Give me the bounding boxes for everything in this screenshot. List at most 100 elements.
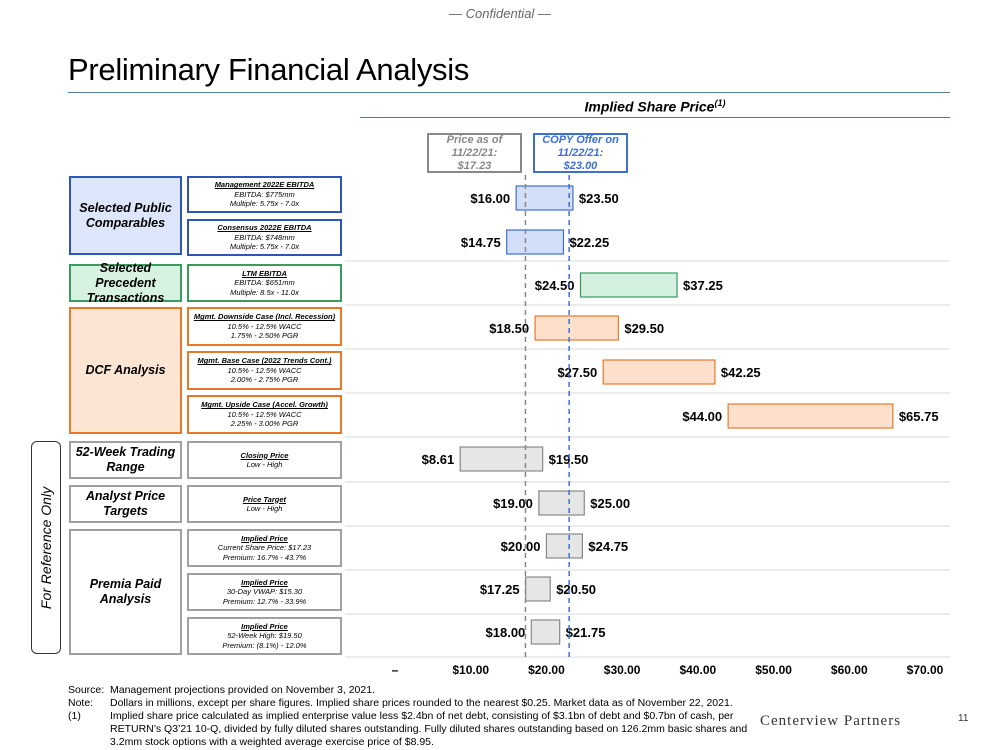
range-low-label: $44.00 — [682, 409, 722, 424]
range-high-label: $21.75 — [566, 625, 606, 640]
method-box: Mgmt. Base Case (2022 Trends Cont.) 10.5… — [187, 351, 342, 390]
x-tick-label: $60.00 — [831, 663, 868, 677]
chart-title-footnote: (1) — [714, 98, 726, 108]
x-tick-label: $30.00 — [604, 663, 641, 677]
current-price-line1: Price as of — [446, 133, 503, 146]
method-box: Implied Price 52-Week High: $19.50 Premi… — [187, 617, 342, 655]
method-title: Implied Price — [241, 621, 288, 631]
method-title: Implied Price — [241, 577, 288, 587]
price-chart: $16.00 $23.50 $14.75 $22.25 $24.50 $37.25 $18.… — [345, 175, 950, 677]
method-title: Price Target — [242, 494, 287, 504]
note-note: Note: Dollars in millions, except per sha… — [68, 697, 758, 710]
method-box: Consensus 2022E EBITDA EBITDA: $748mm Mu… — [187, 219, 342, 256]
method-line2: Premium: (8.1%) - 12.0% — [222, 640, 307, 650]
footnotes: Source: Management projections provided o… — [68, 684, 758, 749]
method-line1: 52-Week High: $19.50 — [227, 631, 302, 641]
method-line1: Low - High — [246, 504, 283, 513]
range-bar — [525, 576, 551, 602]
range-bar — [515, 185, 574, 211]
range-high-label: $20.50 — [556, 582, 596, 597]
range-low-label: $24.50 — [535, 278, 575, 293]
category-52-week-trading-range: 52-Week Trading Range — [69, 441, 182, 479]
current-price-line2: 11/22/21: — [451, 146, 498, 159]
x-tick-label: – — [392, 663, 399, 677]
method-line1: 10.5% - 12.5% WACC — [227, 409, 302, 419]
method-box: Closing Price Low - High — [187, 441, 342, 479]
method-box: Mgmt. Upside Case (Accel. Growth) 10.5% … — [187, 395, 342, 434]
method-box: Management 2022E EBITDA EBITDA: $775mm M… — [187, 176, 342, 213]
offer-price-box: COPY Offer on 11/22/21: $23.00 — [533, 133, 628, 173]
method-line2: Multiple: 5.75x - 7.0x — [229, 242, 300, 252]
method-title: LTM EBITDA — [242, 268, 287, 278]
title-rule — [68, 92, 950, 93]
x-tick-label: $50.00 — [755, 663, 792, 677]
chart-title: Implied Share Price(1) — [360, 98, 950, 115]
range-low-label: $17.25 — [480, 582, 520, 597]
method-line2: Premium: 16.7% - 43.7% — [222, 552, 307, 562]
note-key: Note: — [68, 697, 94, 709]
range-bar — [545, 533, 583, 559]
method-line2: 2.00% - 2.75% PGR — [230, 375, 299, 385]
method-title: Management 2022E EBITDA — [214, 180, 315, 190]
method-title: Consensus 2022E EBITDA — [217, 223, 312, 233]
chart-title-rule — [360, 117, 950, 118]
page-title: Preliminary Financial Analysis — [68, 52, 470, 87]
current-price-line3: $17.23 — [457, 159, 492, 172]
method-line2: Multiple: 8.5x - 11.0x — [230, 287, 299, 297]
range-bar — [579, 272, 678, 298]
note-key: Source: — [68, 684, 105, 696]
chart-title-text: Implied Share Price — [584, 98, 715, 115]
x-tick-label: $70.00 — [907, 663, 944, 677]
method-title: Mgmt. Downside Case (Incl. Recession) — [193, 312, 336, 322]
method-box: LTM EBITDA EBITDA: $651mm Multiple: 8.5x… — [187, 264, 342, 302]
range-high-label: $24.75 — [588, 539, 628, 554]
range-high-label: $29.50 — [624, 321, 664, 336]
range-low-label: $8.61 — [422, 452, 455, 467]
range-low-label: $27.50 — [557, 365, 597, 380]
page-number: 11 — [958, 713, 969, 724]
offer-price-line1: COPY Offer on — [542, 133, 619, 146]
method-line1: 10.5% - 12.5% WACC — [227, 321, 302, 331]
method-title: Mgmt. Upside Case (Accel. Growth) — [201, 400, 328, 410]
range-bar — [530, 619, 561, 645]
offer-price-line2: 11/22/21: — [557, 146, 604, 159]
note-source: Source: Management projections provided o… — [68, 684, 758, 697]
current-price-box: Price as of 11/22/21: $17.23 — [427, 133, 522, 173]
x-tick-label: $10.00 — [452, 663, 489, 677]
range-high-label: $25.00 — [590, 496, 630, 511]
method-line1: 30-Day VWAP: $15.30 — [226, 587, 303, 597]
confidential-label: — Confidential — — [449, 6, 551, 21]
method-line1: EBITDA: $748mm — [234, 232, 295, 242]
method-box: Implied Price Current Share Price: $17.2… — [187, 529, 342, 567]
category-selected-public-comparables: Selected Public Comparables — [69, 176, 182, 255]
range-low-label: $14.75 — [461, 235, 501, 250]
range-bar — [459, 446, 544, 472]
method-line2: 2.25% - 3.00% PGR — [230, 419, 299, 429]
range-high-label: $19.50 — [549, 452, 589, 467]
range-low-label: $20.00 — [501, 539, 541, 554]
range-bar — [727, 403, 894, 429]
method-line1: Current Share Price: $17.23 — [217, 543, 312, 553]
note-text: Implied share price calculated as implie… — [110, 710, 748, 748]
method-box: Price Target Low - High — [187, 485, 342, 523]
range-high-label: $23.50 — [579, 191, 619, 206]
category-analyst-price-targets: Analyst Price Targets — [69, 485, 182, 523]
method-line1: EBITDA: $775mm — [234, 189, 295, 199]
method-box: Implied Price 30-Day VWAP: $15.30 Premiu… — [187, 573, 342, 611]
range-low-label: $18.50 — [489, 321, 529, 336]
method-line1: Low - High — [246, 460, 283, 469]
offer-price-line3: $23.00 — [563, 159, 598, 172]
range-high-label: $65.75 — [899, 409, 939, 424]
x-tick-label: $40.00 — [680, 663, 717, 677]
range-bar — [602, 359, 716, 385]
method-line1: EBITDA: $651mm — [234, 278, 295, 288]
range-high-label: $22.25 — [569, 235, 609, 250]
range-bar — [538, 490, 585, 516]
note-text: Management projections provided on Novem… — [110, 684, 375, 696]
note-footnote-1: (1) Implied share price calculated as imp… — [68, 710, 758, 749]
method-title: Implied Price — [241, 533, 288, 543]
range-low-label: $16.00 — [470, 191, 510, 206]
x-tick-label: $20.00 — [528, 663, 565, 677]
range-bar — [506, 229, 565, 255]
range-low-label: $19.00 — [493, 496, 533, 511]
